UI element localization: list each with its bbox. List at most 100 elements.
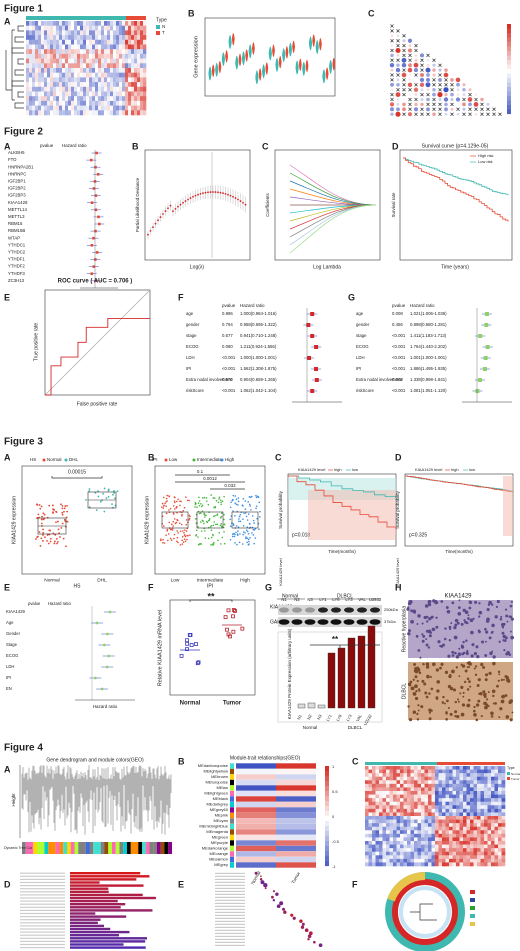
dot (105, 665, 109, 669)
label: Gender (6, 631, 21, 636)
dot (488, 600, 492, 605)
shape (98, 44, 102, 50)
dot (181, 513, 183, 516)
shape (403, 816, 408, 820)
shape (185, 647, 189, 652)
shape (53, 63, 57, 69)
shape (98, 58, 102, 64)
shape (431, 780, 436, 785)
shape (382, 848, 387, 853)
shape (410, 851, 415, 856)
shape (473, 791, 478, 795)
shape (35, 53, 39, 59)
dot (473, 705, 476, 709)
shape (463, 801, 467, 806)
shape (417, 801, 422, 806)
shape (59, 105, 63, 111)
shape (365, 780, 369, 785)
shape (410, 787, 415, 792)
shape (375, 837, 380, 842)
shape (32, 58, 36, 64)
shape (74, 842, 79, 854)
shape (89, 63, 93, 69)
dot (184, 540, 187, 543)
label: ECOG (356, 344, 369, 349)
dot (426, 73, 430, 77)
curve (221, 52, 225, 67)
dot (468, 102, 472, 107)
label: MEdarkorange (202, 846, 229, 851)
label: Dynamic Tree Cut (4, 846, 32, 850)
dot (60, 503, 62, 506)
shape (44, 49, 48, 55)
shape (407, 851, 411, 856)
shape (435, 837, 439, 842)
shape (507, 51, 511, 56)
dot (443, 702, 446, 705)
shape (122, 72, 126, 78)
dot (213, 521, 216, 523)
shape (470, 844, 474, 849)
dot (447, 707, 450, 709)
dot (462, 691, 465, 694)
dot (416, 622, 419, 625)
dot (61, 507, 64, 510)
shape (101, 58, 105, 64)
shape (70, 899, 118, 903)
dot (212, 515, 215, 518)
shape (452, 780, 457, 785)
shape (393, 769, 397, 774)
shape (408, 662, 513, 720)
shape (452, 855, 457, 860)
dot (417, 614, 421, 618)
shape (80, 86, 84, 92)
label: Hazard ratio (410, 303, 435, 308)
label: MEmidnightblue (199, 824, 228, 829)
shape (195, 661, 200, 666)
shape (112, 842, 116, 854)
shape (428, 798, 432, 803)
dot (425, 615, 429, 619)
shape (459, 783, 464, 788)
curve (438, 112, 442, 116)
dot (243, 512, 245, 514)
shape (56, 72, 60, 78)
shape (431, 791, 436, 795)
shape (68, 86, 72, 92)
shape (47, 68, 51, 73)
shape (407, 848, 411, 853)
shape (396, 766, 401, 770)
dot (413, 663, 416, 666)
shape (32, 82, 36, 88)
dot (204, 516, 206, 518)
label: 1 (332, 764, 335, 769)
label: pvalue (40, 143, 54, 148)
shape (414, 801, 418, 806)
shape (438, 805, 443, 810)
shape (487, 833, 492, 838)
shape (477, 808, 481, 813)
curve (332, 57, 336, 71)
dot (477, 678, 481, 682)
shape (98, 63, 102, 69)
shape (417, 766, 422, 770)
dot (426, 63, 430, 67)
dot (247, 513, 250, 515)
dot (318, 943, 323, 948)
shape (435, 833, 439, 838)
shape (365, 766, 369, 770)
shape (368, 855, 373, 860)
shape (297, 703, 306, 709)
label: E (178, 879, 184, 889)
shape (134, 39, 138, 45)
dot (255, 496, 258, 499)
shape (68, 72, 72, 78)
shape (327, 652, 336, 709)
dot (57, 520, 59, 523)
shape (65, 39, 69, 45)
shape (459, 819, 464, 824)
shape (29, 63, 33, 69)
shape (26, 53, 30, 59)
shape (236, 818, 276, 824)
shape (20, 906, 65, 908)
